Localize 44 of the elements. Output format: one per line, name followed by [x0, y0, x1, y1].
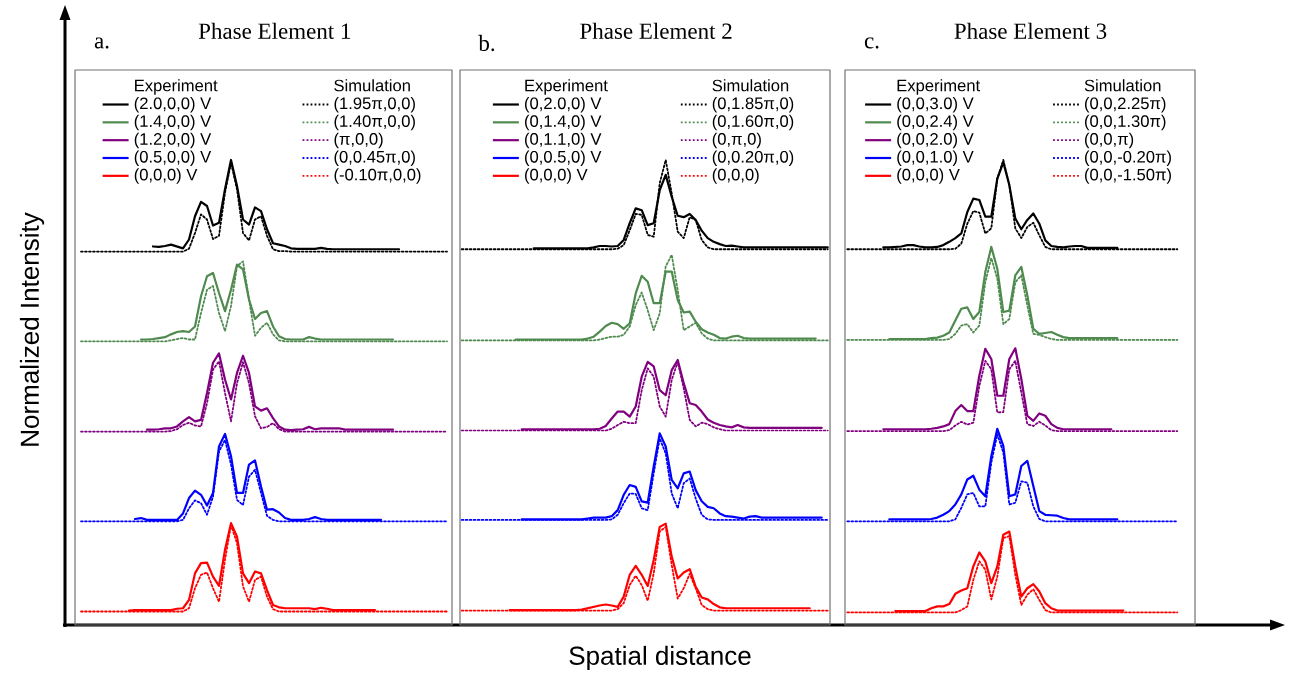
legend-label: (1.40π,0,0): [334, 114, 415, 131]
legend-label: (0,0,π): [1085, 132, 1134, 149]
legend-label: (0,0,0) V: [134, 168, 198, 184]
legend-label: (1.95π,0,0): [334, 97, 415, 113]
text: Experiment: [135, 79, 218, 95]
text: Experiment: [897, 79, 981, 95]
text: Simulation: [334, 79, 410, 92]
legend-label: (0,0,-0.20π): [1085, 150, 1171, 166]
legend-label: (0,0.45π,0): [334, 150, 415, 166]
chart-title: Phase Element 1: [198, 22, 351, 39]
legend-label: (0,0,2.25π): [1085, 97, 1166, 113]
legend-label: (0,1.60π,0): [712, 114, 794, 131]
legend-label: (2.0,0,0) V: [134, 97, 212, 113]
legend-label: (0,2.0,0) V: [525, 97, 602, 113]
text: Simulation: [712, 79, 789, 92]
legend-label: (0,1.85π,0): [712, 97, 794, 113]
chart-title: Phase Element 2: [580, 22, 732, 39]
text: a.: [94, 37, 109, 49]
legend-label: (0,0,1.30π): [1085, 114, 1166, 131]
legend-label: (1.2,0,0) V: [134, 132, 212, 149]
legend-label: (π,0,0): [334, 132, 383, 149]
chart-title: Phase Element 3: [954, 22, 1107, 39]
legend-label: (0,0,0) V: [525, 168, 588, 184]
legend-label: (0,0,0): [712, 168, 759, 184]
text: c.: [864, 37, 879, 49]
legend-label: (0,1.1,0) V: [525, 132, 602, 149]
legend-label: (0,0.20π,0): [712, 150, 794, 166]
legend-label: (0,0,2.4) V: [897, 114, 974, 131]
y-axis-title: Normalized Intensity: [19, 212, 45, 446]
legend-label: (0,1.4,0) V: [525, 114, 602, 131]
legend-label: (-0.10π,0,0): [334, 168, 421, 184]
legend-label: (0,0,1.0) V: [897, 150, 974, 166]
legend-label: (0,0,0) V: [897, 168, 960, 184]
legend-label: (0,0,3.0) V: [897, 97, 974, 113]
text: b.: [478, 34, 495, 52]
x-axis-title: Spatial distance: [569, 645, 751, 671]
text: Experiment: [525, 79, 608, 95]
legend-label: (1.4,0,0) V: [134, 114, 212, 131]
text: Simulation: [1084, 79, 1161, 92]
legend-label: (0,0,2.0) V: [897, 132, 974, 149]
legend-label: (0,0.5,0) V: [525, 150, 602, 166]
legend-label: (0,π,0): [712, 132, 761, 149]
legend-label: (0,0,-1.50π): [1085, 168, 1171, 184]
legend-label: (0.5,0,0) V: [134, 150, 212, 166]
